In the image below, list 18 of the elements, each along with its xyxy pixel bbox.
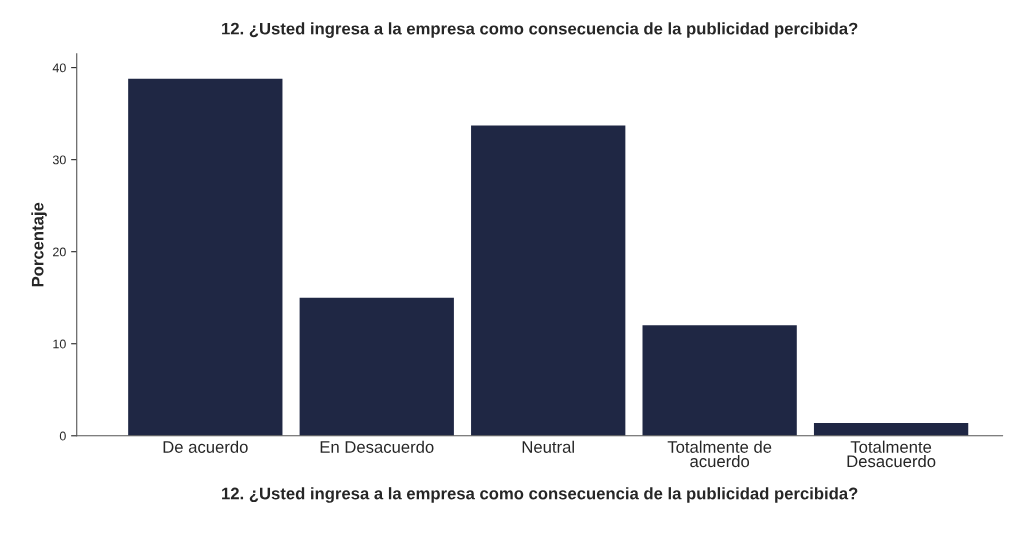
bar <box>471 125 626 436</box>
bar <box>813 422 969 436</box>
y-tick-label: 40 <box>52 63 66 73</box>
y-tick-label: 0 <box>59 431 66 441</box>
y-axis-title: Porcentaje <box>31 202 47 287</box>
x-tick-label: Totalmente de acuerdo <box>667 440 772 468</box>
bar <box>642 325 797 436</box>
y-tick-label: 10 <box>53 339 66 349</box>
x-tick-label: De acuerdo <box>163 440 248 453</box>
bar <box>299 297 454 436</box>
y-tick-label: 20 <box>53 247 66 257</box>
x-tick-label: Totalmente Desacuerdo <box>847 440 936 468</box>
x-tick-label: En Desacuerdo <box>320 440 434 453</box>
x-axis-title: 12. ¿Usted ingresa a la empresa como consecuencia de la publicidad percibida? <box>222 487 858 503</box>
bar <box>128 78 283 436</box>
y-tick-label: 30 <box>52 155 66 165</box>
x-tick-label: Neutral <box>522 440 574 453</box>
chart-title: 12. ¿Usted ingresa a la empresa como consecuencia de la publicidad percibida? <box>222 22 858 38</box>
